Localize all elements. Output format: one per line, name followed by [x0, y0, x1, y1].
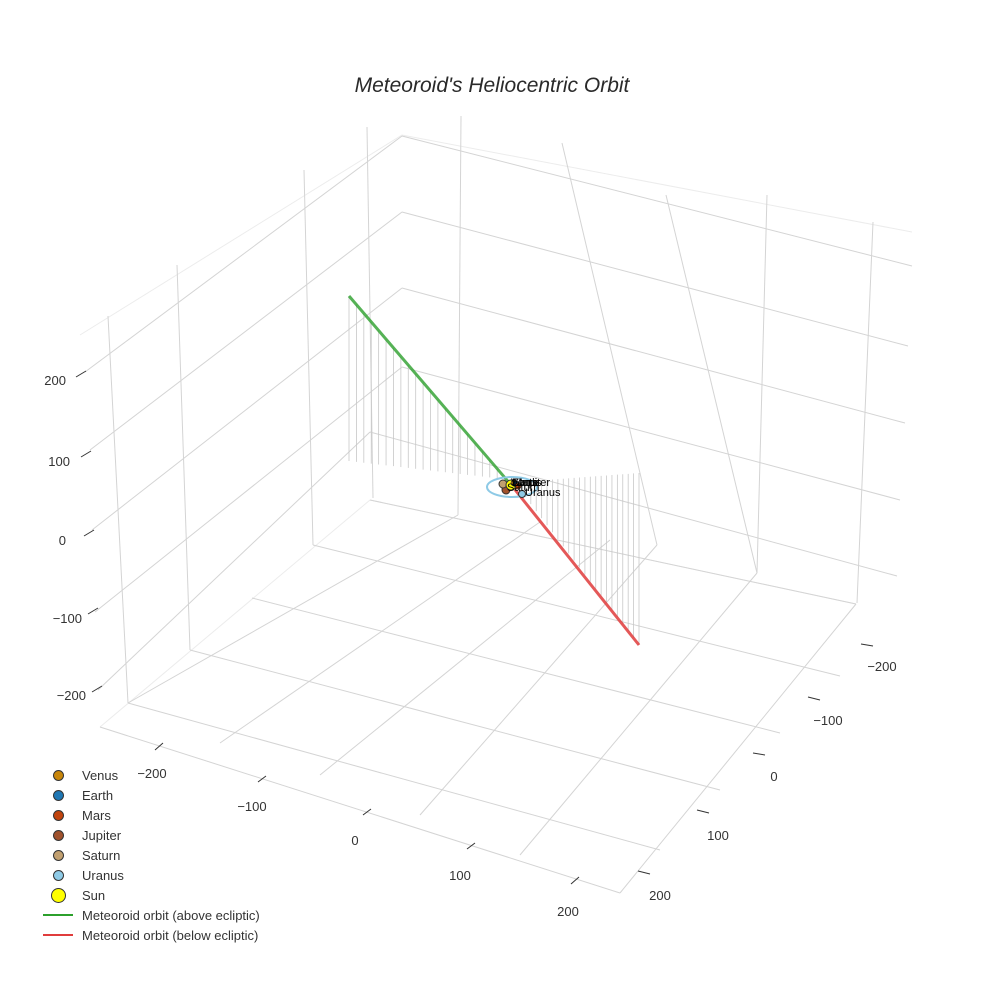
legend-label: Meteoroid orbit (below ecliptic)	[82, 927, 259, 943]
legend-label: Sun	[82, 887, 106, 903]
legend-item[interactable]: Jupiter	[40, 825, 260, 845]
planet-label-earth: Earth	[512, 477, 538, 489]
legend-item[interactable]: Uranus	[40, 865, 260, 885]
marker-icon	[40, 769, 76, 781]
legend-item[interactable]: Saturn	[40, 845, 260, 865]
x-tick-label: 100	[449, 868, 471, 883]
marker-icon	[40, 829, 76, 841]
legend-label: Venus	[82, 767, 119, 783]
x-tick-label: 200	[557, 904, 579, 919]
planet-label-uranus: Uranus	[525, 487, 561, 499]
z-tick-label: 0	[59, 533, 66, 548]
planet-label-jupiter: Jupiter	[517, 477, 550, 489]
z-axis	[75, 370, 103, 693]
x-tick-label: 0	[351, 833, 358, 848]
y-tick-label: −100	[813, 713, 842, 728]
line-icon	[40, 934, 76, 936]
legend-label: Mars	[82, 807, 111, 823]
chart-title: Meteoroid's Heliocentric Orbit	[354, 74, 630, 97]
marker-icon	[40, 869, 76, 881]
z-tick-label: 100	[48, 454, 70, 469]
legend-label: Jupiter	[82, 827, 122, 843]
x-tick-label: −100	[237, 799, 266, 814]
legend-item[interactable]: Meteoroid orbit (below ecliptic)	[40, 925, 260, 945]
z-tick-label: −100	[53, 611, 82, 626]
back-wall-grid	[79, 115, 913, 894]
legend-label: Uranus	[82, 867, 124, 883]
meteoroid-orbit-above[interactable]	[347, 295, 514, 487]
y-tick-label: −200	[867, 659, 896, 674]
z-tick-label: −200	[57, 688, 86, 703]
z-tick-label: 200	[44, 373, 66, 388]
planet-label-venus: Venus	[511, 477, 542, 489]
meteoroid-orbit-below[interactable]	[510, 485, 641, 646]
solar-system[interactable]: Venus Earth Mars Jupiter Saturn Uranus	[486, 476, 561, 499]
legend-item[interactable]: Venus	[40, 765, 260, 785]
legend-item[interactable]: Sun	[40, 885, 260, 905]
legend-item[interactable]: Meteoroid orbit (above ecliptic)	[40, 905, 260, 925]
legend-label: Saturn	[82, 847, 121, 863]
marker-icon	[40, 789, 76, 801]
planet-label-mars: Mars	[513, 477, 538, 489]
legend-label: Earth	[82, 787, 114, 803]
legend-item[interactable]: Earth	[40, 785, 260, 805]
y-tick-label: 100	[707, 828, 729, 843]
line-icon	[40, 914, 76, 916]
legend-item[interactable]: Mars	[40, 805, 260, 825]
marker-icon	[40, 849, 76, 861]
y-tick-label: 200	[649, 888, 671, 903]
x-tick-label: −200	[137, 766, 166, 781]
planet-label-saturn: Saturn	[507, 482, 539, 494]
legend: Venus Earth Mars Jupiter Saturn Uranus Sun Mete…	[40, 765, 260, 945]
y-axis	[637, 643, 874, 875]
y-tick-label: 0	[770, 769, 777, 784]
marker-icon	[40, 809, 76, 821]
marker-icon	[40, 887, 76, 903]
legend-label: Meteoroid orbit (above ecliptic)	[82, 907, 260, 923]
x-axis	[154, 742, 580, 885]
